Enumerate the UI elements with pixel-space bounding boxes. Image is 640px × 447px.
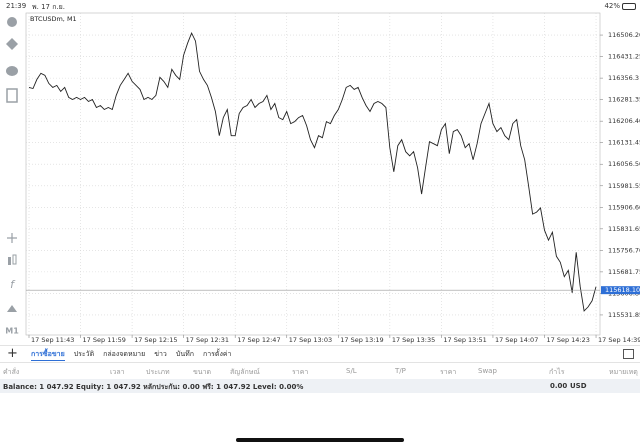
trade-icon[interactable] — [6, 38, 18, 50]
y-tick-label: 116056.50 — [608, 160, 640, 168]
column-header: ขนาด — [193, 368, 212, 376]
account-row: Balance: 1 047.92 Equity: 1 047.92 หลักป… — [0, 379, 640, 393]
x-tick-label: 17 Sep 12:15 — [134, 336, 177, 344]
column-header: คำสั่ง — [3, 368, 20, 376]
crosshair-icon[interactable] — [7, 233, 17, 243]
status-time: 21:39 — [6, 2, 27, 10]
chart-title: BTCUSDm, M1 — [30, 15, 77, 23]
tab[interactable]: การซื้อขาย — [31, 349, 65, 361]
x-tick-label: 17 Sep 14:07 — [495, 336, 538, 344]
news-icon[interactable] — [6, 88, 18, 103]
x-tick-label: 17 Sep 11:59 — [83, 336, 126, 344]
objects-icon[interactable] — [7, 305, 17, 312]
column-header: เวลา — [110, 368, 125, 376]
x-tick-label: 17 Sep 12:31 — [186, 336, 229, 344]
column-header: ราคา — [292, 368, 309, 376]
x-tick-label: 17 Sep 13:35 — [392, 336, 435, 344]
tab[interactable]: ประวัติ — [73, 350, 95, 358]
y-tick-label: 115756.70 — [608, 246, 640, 254]
tab-bar: + การซื้อขาย ประวัติ กล่องจดหมาย ข่าว บันทึก… — [0, 345, 640, 363]
column-header: Swap — [478, 367, 497, 375]
x-tick-label: 17 Sep 13:51 — [443, 336, 486, 344]
account-icon[interactable] — [7, 17, 17, 27]
y-tick-label: 116206.40 — [608, 117, 640, 125]
y-tick-label: 115681.75 — [608, 268, 640, 276]
y-tick-label: 115831.65 — [608, 225, 640, 233]
candles-icon[interactable] — [8, 257, 11, 265]
x-tick-label: 17 Sep 14:23 — [546, 336, 589, 344]
column-header: หมายเหตุ — [609, 368, 638, 376]
x-tick-label: 17 Sep 11:43 — [31, 336, 74, 344]
tab[interactable]: กล่องจดหมาย — [103, 350, 146, 358]
y-tick-label: 115531.85 — [608, 311, 640, 319]
status-bar: 21:39 พ. 17 ก.ย. 42% — [0, 0, 640, 12]
status-date: พ. 17 ก.ย. — [32, 3, 65, 11]
tab[interactable]: บันทึก — [175, 350, 194, 358]
home-indicator — [236, 438, 404, 442]
y-tick-label: 116281.35 — [608, 96, 640, 104]
battery-level: 42% — [604, 2, 620, 10]
y-tick-label: 116431.25 — [608, 53, 640, 61]
table-header: คำสั่ง เวลา ประเภท ขนาด สัญลักษณ์ ราคา S/L T/P ร… — [0, 364, 640, 376]
tabs: การซื้อขาย ประวัติ กล่องจดหมาย ข่าว บันทึก กา… — [31, 349, 231, 361]
x-tick-label: 17 Sep 13:03 — [289, 336, 332, 344]
current-price-label: 115618.10 — [605, 286, 640, 294]
x-tick-label: 17 Sep 12:47 — [237, 336, 280, 344]
battery-icon — [622, 3, 636, 10]
y-tick-label: 115906.60 — [608, 203, 640, 211]
account-summary: Balance: 1 047.92 Equity: 1 047.92 หลักป… — [3, 383, 304, 391]
y-tick-label: 116131.45 — [608, 139, 640, 147]
column-header: กำไร — [549, 368, 565, 376]
candles-icon-2 — [12, 254, 17, 265]
tab[interactable]: ข่าว — [154, 350, 167, 358]
profit: 0.00 — [550, 382, 568, 390]
column-header: S/L — [346, 367, 357, 375]
y-tick-label: 116506.20 — [608, 31, 640, 39]
currency: USD — [570, 382, 587, 390]
x-tick-label: 17 Sep 13:19 — [340, 336, 383, 344]
price-line — [28, 31, 597, 312]
timeframe-button[interactable]: M1 — [5, 327, 19, 336]
column-header: T/P — [395, 367, 406, 375]
tab[interactable]: การตั้งค่า — [202, 350, 232, 358]
chat-icon[interactable] — [6, 66, 18, 76]
y-tick-label: 116356.3 — [608, 74, 639, 82]
y-tick-label: 115981.55 — [608, 182, 640, 190]
layout-button[interactable] — [623, 349, 634, 359]
add-button[interactable]: + — [7, 346, 18, 361]
column-header: ประเภท — [146, 368, 170, 376]
column-header: ราคา — [440, 368, 457, 376]
column-header: สัญลักษณ์ — [230, 368, 260, 376]
indicator-icon[interactable]: f — [10, 278, 16, 291]
plot-area — [25, 12, 601, 336]
current-price-tag — [601, 286, 640, 295]
x-tick-label: 17 Sep 14:39 — [598, 336, 640, 344]
